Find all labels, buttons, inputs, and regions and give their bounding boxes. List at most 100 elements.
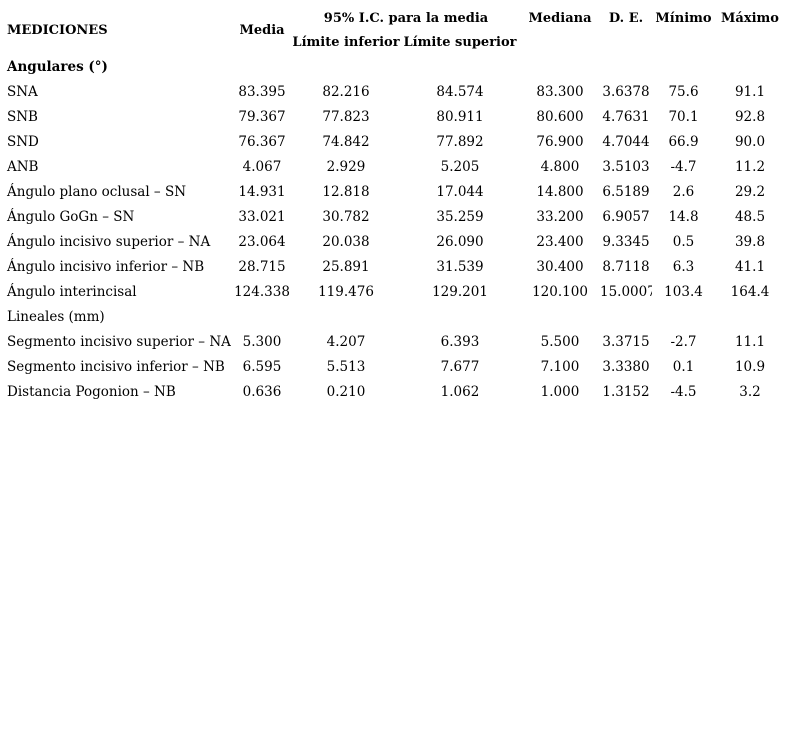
cell-media: 6.595 xyxy=(242,358,282,375)
row-label: Segmento incisivo inferior – NB xyxy=(7,358,225,375)
cell-minimo: 66.9 xyxy=(668,133,699,150)
row-label: SND xyxy=(7,133,39,150)
cell-ci-upper: 129.201 xyxy=(432,283,488,300)
cell-minimo: 14.8 xyxy=(668,208,699,225)
cell-minimo: 75.6 xyxy=(668,83,699,100)
row-label: Ángulo interincisal xyxy=(7,283,137,300)
row-label: SNA xyxy=(7,83,38,100)
cell-media: 33.021 xyxy=(238,208,286,225)
cell-minimo: -4.5 xyxy=(670,383,697,400)
cell-ci-upper: 17.044 xyxy=(436,183,484,200)
cell-ci-upper: 80.911 xyxy=(436,108,484,125)
cell-media: 79.367 xyxy=(238,108,286,125)
cell-ci-lower: 0.210 xyxy=(326,383,366,400)
cell-media: 0.636 xyxy=(242,383,282,400)
row-label: Distancia Pogonion – NB xyxy=(7,383,176,400)
cell-ci-lower: 4.207 xyxy=(326,333,366,350)
cell-ci-lower: 2.929 xyxy=(326,158,366,175)
section-label: Lineales (mm) xyxy=(7,308,105,325)
table-row: Ángulo GoGn – SN 33.021 30.782 35.259 33.200… xyxy=(0,204,785,229)
table-row: Segmento incisivo superior – NA 5.300 4.20… xyxy=(0,329,785,354)
cell-ci-upper: 1.062 xyxy=(440,383,480,400)
cell-maximo: 11.2 xyxy=(734,158,766,175)
cell-mediana: 4.800 xyxy=(540,158,580,175)
cell-maximo: 10.9 xyxy=(734,358,766,375)
row-label: SNB xyxy=(7,108,38,125)
cell-media: 4.067 xyxy=(242,158,282,175)
cell-de: 6.5189 xyxy=(602,183,650,200)
table-row: Segmento incisivo inferior – NB 6.595 5.51… xyxy=(0,354,785,379)
cell-mediana: 14.800 xyxy=(536,183,584,200)
header-de: D. E. xyxy=(608,10,644,26)
table-row: Ángulo plano oclusal – SN 14.931 12.818 17.… xyxy=(0,179,785,204)
cell-maximo: 3.2 xyxy=(739,383,761,400)
header-row-2: Límite inferior Límite superior xyxy=(0,30,785,54)
cell-mediana: 23.400 xyxy=(536,233,584,250)
cell-mediana: 83.300 xyxy=(536,83,584,100)
cell-mediana: 80.600 xyxy=(536,108,584,125)
table-row: ANB 4.067 2.929 5.205 4.800 3.5103 -4.7 11.2 xyxy=(0,154,785,179)
cell-de: 6.9057 xyxy=(602,208,650,225)
table-row: Distancia Pogonion – NB 0.636 0.210 1.062 1.… xyxy=(0,379,785,404)
cell-de: 3.5103 xyxy=(602,158,650,175)
cell-ci-lower: 30.782 xyxy=(322,208,370,225)
cell-maximo: 48.5 xyxy=(734,208,766,225)
cell-maximo: 91.1 xyxy=(734,83,766,100)
cell-ci-upper: 7.677 xyxy=(440,358,480,375)
header-confidence-interval: 95% I.C. para la media xyxy=(323,10,489,26)
cell-ci-lower: 20.038 xyxy=(322,233,370,250)
row-label: Ángulo incisivo superior – NA xyxy=(7,233,211,250)
cell-ci-upper: 31.539 xyxy=(436,258,484,275)
cell-maximo: 164.4 xyxy=(730,283,770,300)
cell-media: 124.338 xyxy=(234,283,290,300)
cell-ci-upper: 77.892 xyxy=(436,133,484,150)
cell-ci-lower: 5.513 xyxy=(326,358,366,375)
cell-maximo: 39.8 xyxy=(734,233,766,250)
cell-de: 1.3152 xyxy=(602,383,650,400)
header-minimo: Mínimo xyxy=(655,10,712,26)
header-spacer xyxy=(652,30,715,54)
cell-minimo: 70.1 xyxy=(668,108,699,125)
cell-de: 4.7631 xyxy=(602,108,650,125)
cell-mediana: 1.000 xyxy=(540,383,580,400)
cell-ci-upper: 84.574 xyxy=(436,83,484,100)
cell-media: 28.715 xyxy=(238,258,286,275)
cell-minimo: 0.5 xyxy=(672,233,695,250)
row-label: Segmento incisivo superior – NA xyxy=(7,333,231,350)
cell-de: 3.6378 xyxy=(602,83,650,100)
cell-ci-upper: 6.393 xyxy=(440,333,480,350)
cell-de: 3.3715 xyxy=(602,333,650,350)
cell-mediana: 30.400 xyxy=(536,258,584,275)
header-ci-upper: Límite superior xyxy=(403,34,517,50)
cell-media: 5.300 xyxy=(242,333,282,350)
section-label: Angulares (°) xyxy=(7,58,108,75)
header-spacer xyxy=(520,30,600,54)
table-row: SNA 83.395 82.216 84.574 83.300 3.6378 75.6 91.… xyxy=(0,79,785,104)
cell-maximo: 92.8 xyxy=(734,108,766,125)
cell-ci-upper: 5.205 xyxy=(440,158,480,175)
cell-minimo: 103.4 xyxy=(664,283,703,300)
cell-minimo: -2.7 xyxy=(670,333,697,350)
cell-media: 76.367 xyxy=(238,133,286,150)
header-media: Media xyxy=(239,22,285,38)
cell-media: 14.931 xyxy=(238,183,286,200)
section-row: Angulares (°) xyxy=(0,54,785,79)
header-ci-lower: Límite inferior xyxy=(292,34,400,50)
table-body: Angulares (°) SNA 83.395 82.216 84.574 83.300… xyxy=(0,54,785,404)
table-header: MEDICIONES Media 95% I.C. para la media … xyxy=(0,6,785,54)
row-label: Ángulo plano oclusal – SN xyxy=(7,183,187,200)
cell-mediana: 5.500 xyxy=(540,333,580,350)
cell-mediana: 76.900 xyxy=(536,133,584,150)
cell-ci-lower: 12.818 xyxy=(322,183,370,200)
cell-de: 8.7118 xyxy=(602,258,650,275)
cell-ci-upper: 35.259 xyxy=(436,208,484,225)
cell-minimo: 2.6 xyxy=(672,183,695,200)
cell-de: 15.0007 xyxy=(600,283,652,300)
cell-mediana: 33.200 xyxy=(536,208,584,225)
cell-media: 23.064 xyxy=(238,233,286,250)
cell-de: 4.7044 xyxy=(602,133,650,150)
header-mediana: Mediana xyxy=(528,10,592,26)
cell-ci-lower: 82.216 xyxy=(322,83,370,100)
header-mediciones: MEDICIONES xyxy=(7,22,108,38)
cell-ci-lower: 77.823 xyxy=(322,108,370,125)
